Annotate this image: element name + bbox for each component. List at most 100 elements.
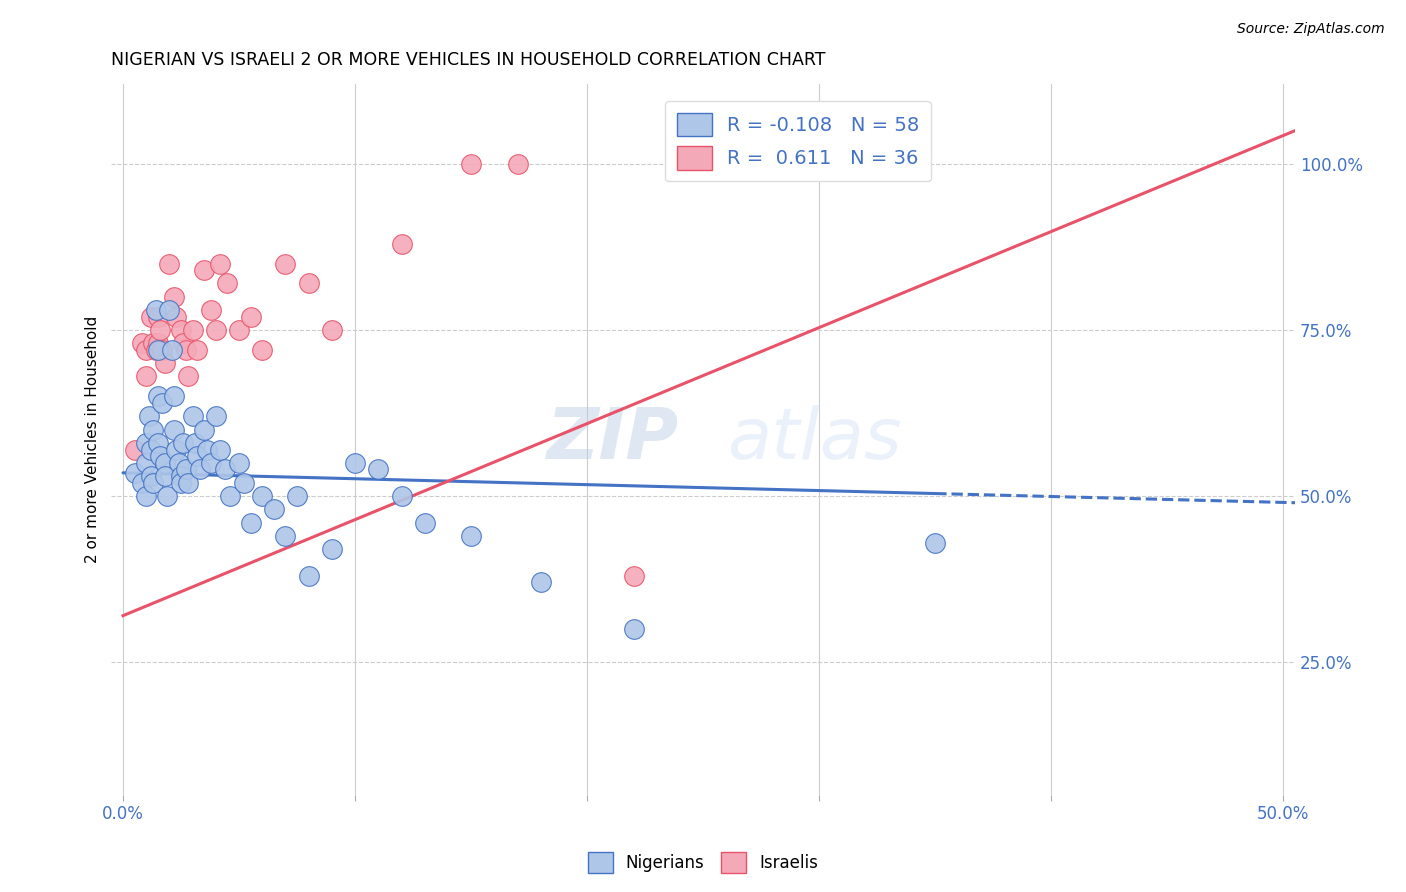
Point — [274, 256, 297, 270]
Point — [165, 310, 187, 324]
Point — [149, 449, 172, 463]
Point — [263, 502, 285, 516]
Point — [214, 462, 236, 476]
Point — [139, 469, 162, 483]
Point — [391, 489, 413, 503]
Point — [139, 442, 162, 457]
Point — [135, 456, 157, 470]
Point — [530, 575, 553, 590]
Point — [200, 303, 222, 318]
Point — [149, 323, 172, 337]
Point — [167, 456, 190, 470]
Point — [163, 290, 186, 304]
Point — [252, 343, 274, 357]
Point — [391, 236, 413, 251]
Point — [274, 529, 297, 543]
Text: atlas: atlas — [727, 405, 901, 474]
Point — [135, 369, 157, 384]
Point — [131, 336, 153, 351]
Point — [181, 323, 204, 337]
Point — [145, 343, 167, 357]
Point — [135, 489, 157, 503]
Point — [153, 469, 176, 483]
Point — [159, 256, 181, 270]
Point — [228, 456, 250, 470]
Point — [924, 535, 946, 549]
Point — [146, 343, 169, 357]
Point — [623, 622, 645, 636]
Point — [156, 489, 179, 503]
Point — [145, 303, 167, 318]
Point — [298, 569, 321, 583]
Point — [298, 277, 321, 291]
Point — [228, 323, 250, 337]
Point — [188, 462, 211, 476]
Point — [217, 277, 239, 291]
Point — [218, 489, 240, 503]
Point — [163, 389, 186, 403]
Point — [139, 310, 162, 324]
Point — [124, 466, 146, 480]
Point — [623, 569, 645, 583]
Point — [160, 343, 183, 357]
Point — [195, 442, 218, 457]
Point — [321, 323, 343, 337]
Point — [170, 475, 193, 490]
Point — [205, 323, 228, 337]
Point — [152, 396, 174, 410]
Point — [177, 369, 200, 384]
Point — [142, 423, 165, 437]
Point — [181, 409, 204, 424]
Point — [209, 256, 232, 270]
Point — [138, 409, 160, 424]
Point — [200, 456, 222, 470]
Point — [146, 389, 169, 403]
Point — [170, 469, 193, 483]
Point — [205, 409, 228, 424]
Text: NIGERIAN VS ISRAELI 2 OR MORE VEHICLES IN HOUSEHOLD CORRELATION CHART: NIGERIAN VS ISRAELI 2 OR MORE VEHICLES I… — [111, 51, 825, 69]
Legend: R = -0.108   N = 58, R =  0.611   N = 36: R = -0.108 N = 58, R = 0.611 N = 36 — [665, 101, 931, 181]
Point — [153, 356, 176, 370]
Point — [135, 436, 157, 450]
Point — [239, 516, 262, 530]
Text: Source: ZipAtlas.com: Source: ZipAtlas.com — [1237, 22, 1385, 37]
Point — [321, 542, 343, 557]
Point — [135, 343, 157, 357]
Point — [131, 475, 153, 490]
Point — [232, 475, 254, 490]
Point — [146, 436, 169, 450]
Y-axis label: 2 or more Vehicles in Household: 2 or more Vehicles in Household — [86, 316, 100, 563]
Point — [186, 343, 208, 357]
Point — [177, 475, 200, 490]
Point — [285, 489, 308, 503]
Point — [184, 436, 207, 450]
Point — [367, 462, 389, 476]
Legend: Nigerians, Israelis: Nigerians, Israelis — [581, 846, 825, 880]
Point — [209, 442, 232, 457]
Point — [163, 423, 186, 437]
Point — [174, 462, 197, 476]
Point — [170, 323, 193, 337]
Point — [193, 423, 215, 437]
Point — [460, 157, 482, 171]
Point — [239, 310, 262, 324]
Point — [344, 456, 367, 470]
Point — [142, 336, 165, 351]
Text: ZIP: ZIP — [547, 405, 679, 474]
Point — [506, 157, 529, 171]
Point — [172, 336, 194, 351]
Point — [146, 336, 169, 351]
Point — [193, 263, 215, 277]
Point — [159, 303, 181, 318]
Point — [413, 516, 436, 530]
Point — [165, 442, 187, 457]
Point — [252, 489, 274, 503]
Point — [186, 449, 208, 463]
Point — [460, 529, 482, 543]
Point — [124, 442, 146, 457]
Point — [153, 456, 176, 470]
Point — [174, 343, 197, 357]
Point — [152, 343, 174, 357]
Point — [142, 475, 165, 490]
Point — [146, 310, 169, 324]
